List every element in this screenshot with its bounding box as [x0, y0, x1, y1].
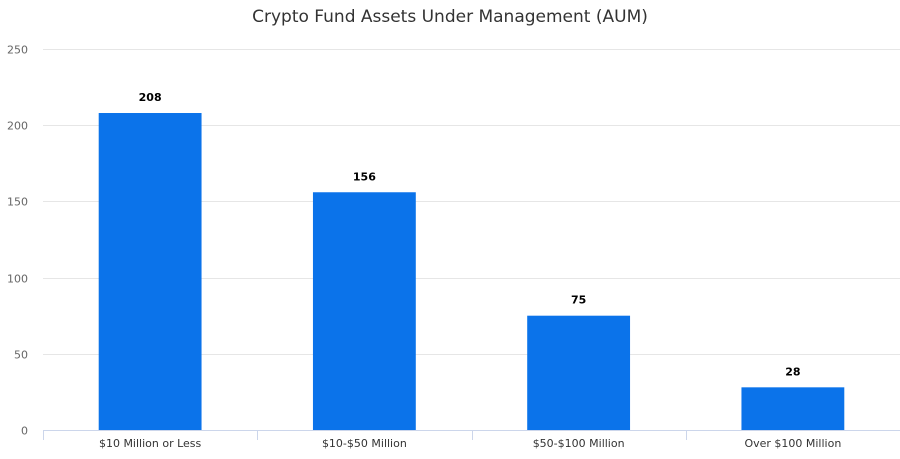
bar-layer: [98, 113, 845, 431]
y-tick-label: 0: [21, 425, 28, 438]
bar[interactable]: [527, 315, 631, 430]
data-label: 156: [353, 170, 376, 183]
axis-layer: 0 50 100 150 200 250: [7, 44, 900, 440]
x-tick-label: $10 Million or Less: [99, 437, 202, 450]
bar[interactable]: [741, 387, 845, 430]
bar[interactable]: [98, 113, 202, 431]
y-tick-label: 100: [7, 273, 28, 286]
x-tick-label: $50-$100 Million: [533, 437, 625, 450]
grid-layer: [43, 49, 900, 355]
x-tick-label: $10-$50 Million: [322, 437, 407, 450]
y-tick-label: 250: [7, 44, 28, 57]
data-label: 208: [139, 91, 162, 104]
y-tick-label: 200: [7, 120, 28, 133]
data-label: 75: [571, 294, 586, 307]
label-layer: 208 $10 Million or Less 156 $10-$50 Million…: [99, 91, 841, 450]
x-tick-label: Over $100 Million: [744, 437, 841, 450]
bar[interactable]: [312, 192, 416, 430]
y-tick-label: 50: [14, 349, 28, 362]
chart-title: Crypto Fund Assets Under Management (AUM…: [252, 7, 648, 27]
data-label: 28: [785, 365, 800, 378]
y-tick-label: 150: [7, 196, 28, 209]
